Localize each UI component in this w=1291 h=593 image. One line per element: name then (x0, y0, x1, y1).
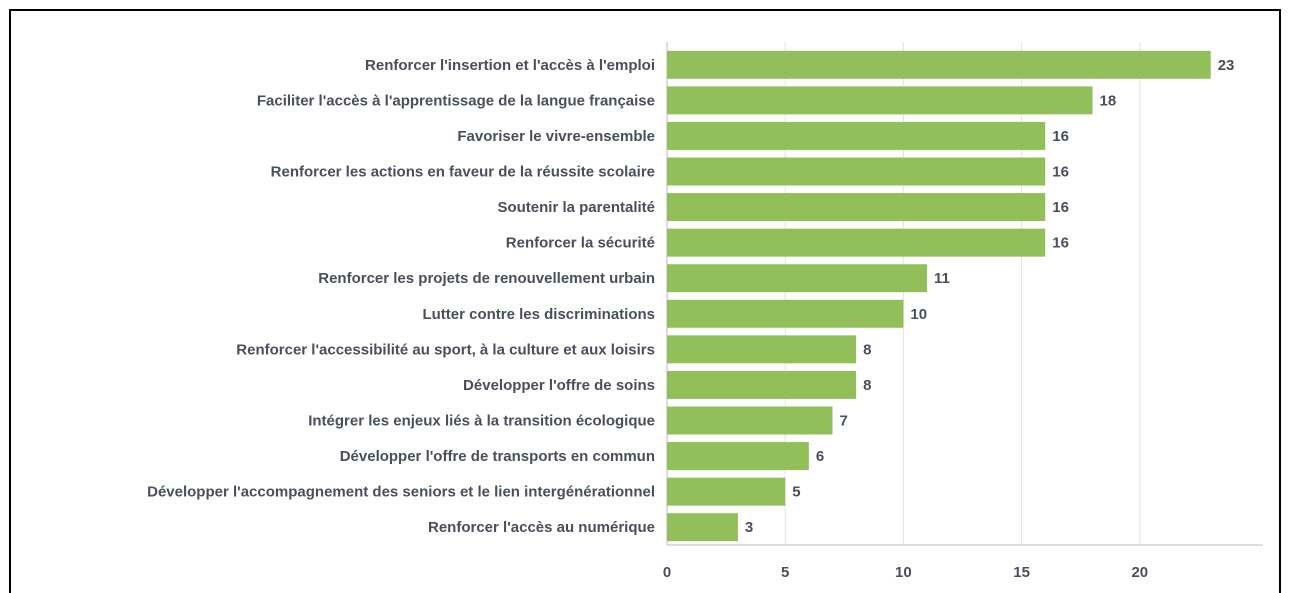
y-tick-label: Soutenir la parentalité (497, 199, 655, 216)
bar (667, 193, 1046, 222)
x-tick-label: 0 (663, 564, 671, 581)
x-tick-label: 20 (1131, 564, 1148, 581)
y-tick-label: Renforcer les actions en faveur de la ré… (271, 163, 655, 180)
data-label: 3 (745, 519, 753, 536)
bar (667, 264, 928, 293)
y-tick-label: Renforcer l'insertion et l'accès à l'emp… (365, 57, 655, 74)
x-tick-label: 5 (781, 564, 789, 581)
bar (667, 442, 809, 471)
bar (667, 228, 1046, 257)
data-label: 16 (1052, 235, 1069, 252)
y-tick-label: Développer l'offre de soins (463, 377, 655, 394)
data-label: 16 (1052, 199, 1069, 216)
data-label: 7 (839, 412, 847, 429)
y-tick-label: Renforcer les projets de renouvellement … (318, 270, 655, 287)
data-label: 6 (816, 448, 824, 465)
y-tick-label: Faciliter l'accès à l'apprentissage de l… (257, 92, 655, 109)
data-label: 8 (863, 377, 871, 394)
x-tick-label: 10 (895, 564, 912, 581)
data-label: 8 (863, 341, 871, 358)
frame (9, 9, 1281, 593)
bar (667, 299, 904, 328)
data-label: 5 (792, 484, 800, 501)
y-tick-label: Favoriser le vivre-ensemble (457, 128, 655, 145)
y-tick-label: Lutter contre les discriminations (422, 306, 655, 323)
bar (667, 121, 1046, 150)
bar (667, 477, 786, 506)
data-label: 23 (1218, 57, 1235, 74)
y-tick-label: Développer l'offre de transports en comm… (340, 448, 655, 465)
x-tick-label: 15 (1013, 564, 1030, 581)
data-label: 16 (1052, 163, 1069, 180)
y-tick-label: Renforcer l'accès au numérique (428, 519, 655, 536)
data-label: 11 (934, 270, 950, 287)
y-tick-label: Renforcer l'accessibilité au sport, à la… (236, 341, 655, 358)
bar (667, 50, 1211, 79)
data-label: 18 (1100, 92, 1117, 109)
bar (667, 370, 857, 399)
y-tick-label: Développer l'accompagnement des seniors … (147, 484, 655, 501)
data-label: 10 (910, 306, 927, 323)
bar (667, 157, 1046, 186)
bar (667, 335, 857, 364)
y-tick-label: Renforcer la sécurité (506, 235, 655, 252)
bar (667, 86, 1093, 115)
bar (667, 406, 833, 435)
y-tick-label: Intégrer les enjeux liés à la transition… (308, 412, 655, 429)
data-label: 16 (1052, 128, 1069, 145)
bar (667, 513, 738, 542)
